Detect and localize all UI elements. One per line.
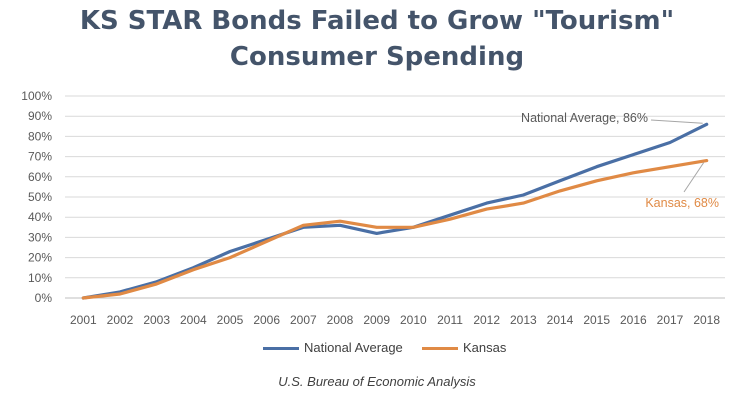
y-tick-label: 80% [28, 129, 52, 143]
y-tick-label: 70% [28, 150, 52, 164]
y-tick-label: 50% [28, 190, 52, 204]
legend-item-kansas: Kansas [422, 338, 512, 358]
x-tick-label: 2010 [400, 313, 427, 327]
x-tick-label: 2007 [290, 313, 317, 327]
legend-item-national-average: National Average [263, 338, 408, 358]
x-tick-label: 2013 [510, 313, 537, 327]
y-axis-ticks: 0% 10% 20% 30% 40% 50% 60% 70% 80% 90% 100% [21, 89, 52, 305]
source-note: U.S. Bureau of Economic Analysis [278, 374, 476, 389]
legend-label-national-average: National Average [304, 340, 403, 355]
annotation-leader-kansas [683, 162, 705, 193]
x-tick-label: 2002 [107, 313, 134, 327]
x-tick-label: 2014 [547, 313, 574, 327]
annotation-national-average: National Average, 86% [521, 111, 648, 125]
chart-legend: National Average Kansas [0, 338, 754, 358]
x-tick-label: 2011 [437, 313, 463, 327]
gridlines [65, 95, 725, 299]
x-tick-label: 2018 [693, 313, 720, 327]
y-tick-label: 100% [21, 89, 52, 103]
x-tick-label: 2003 [143, 313, 170, 327]
x-tick-label: 2016 [620, 313, 647, 327]
chart-title-line-1: KS STAR Bonds Failed to Grow "Tourism" [79, 6, 675, 36]
x-axis-ticks: 2001 2002 2003 2004 2005 2006 2007 2008 2009 2010… [70, 313, 720, 327]
y-tick-label: 90% [28, 109, 52, 123]
y-tick-label: 30% [28, 230, 52, 244]
x-tick-label: 2012 [473, 313, 500, 327]
x-tick-label: 2005 [217, 313, 244, 327]
x-tick-label: 2001 [70, 313, 97, 327]
x-tick-label: 2008 [327, 313, 354, 327]
legend-swatch-kansas [422, 347, 458, 350]
legend-swatch-national-average [263, 347, 299, 350]
y-tick-label: 40% [28, 210, 52, 224]
y-tick-label: 0% [35, 291, 53, 305]
annotations: National Average, 86% Kansas, 68% [521, 111, 719, 210]
x-tick-label: 2009 [363, 313, 390, 327]
x-tick-label: 2006 [253, 313, 280, 327]
legend-label-kansas: Kansas [463, 340, 507, 355]
x-tick-label: 2004 [180, 313, 207, 327]
chart-title-line-2: Consumer Spending [229, 42, 525, 72]
x-tick-label: 2015 [583, 313, 610, 327]
annotation-leader-national-average [650, 119, 703, 124]
y-tick-label: 60% [28, 170, 52, 184]
y-tick-label: 10% [28, 271, 52, 285]
annotation-kansas: Kansas, 68% [645, 196, 719, 210]
series-line-kansas [81, 159, 709, 300]
y-tick-label: 20% [28, 251, 52, 265]
series-lines [81, 122, 709, 300]
x-tick-label: 2017 [657, 313, 684, 327]
series-line-national-average [81, 122, 709, 300]
